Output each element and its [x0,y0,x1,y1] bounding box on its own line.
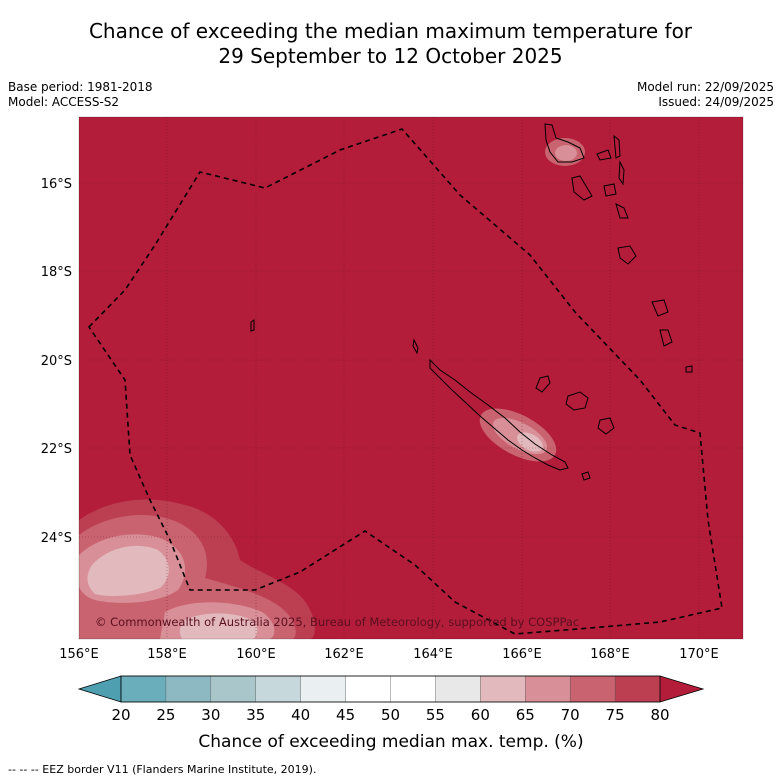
belep-islands [412,338,419,355]
map-frame [78,116,744,640]
colorbar-tick-label: 40 [291,706,310,724]
anomaly-region-50 [179,613,258,639]
pentecost-island [618,160,625,186]
colorbar-segment [165,675,212,703]
erromango-island [651,299,669,317]
colorbar-tick-label: 65 [516,706,535,724]
maewo-island [613,134,621,159]
colorbar-high-arrow [659,675,705,703]
lon-label: 158°E [147,647,187,662]
anomaly-region-55 [87,545,169,596]
colorbar-tick-label: 25 [156,706,175,724]
lat-label: 18°S [41,265,72,280]
base-period: Base period: 1981-2018 [8,80,153,94]
colorbar-title: Chance of exceeding median max. temp. (%… [198,732,583,752]
efate-island [617,245,637,265]
lon-label: 170°E [679,647,719,662]
latitude-labels: 16°S 18°S 20°S 22°S 24°S [41,177,72,546]
espiritu-santo-island [544,123,585,163]
colorbar-tick-label: 50 [381,706,400,724]
colorbar-segment [210,675,257,703]
title-line-1: Chance of exceeding the median maximum t… [88,19,693,43]
lon-label: 166°E [502,647,542,662]
colorbar-low-arrow [77,675,122,703]
mare-island [597,417,615,435]
colorbar-tick-label: 75 [606,706,625,724]
colorbar-tick-label: 70 [561,706,580,724]
aneityum-island [685,365,693,373]
longitude-labels: 156°E 158°E 160°E 162°E 164°E 166°E 168°… [59,647,719,662]
colorbar-segment [255,675,302,703]
lon-label: 162°E [324,647,364,662]
colorbar-tick-label: 80 [650,706,669,724]
lon-label: 156°E [59,647,99,662]
new-caledonia-coast [429,358,569,471]
ouvea-island [535,375,551,393]
issued-date: Issued: 24/09/2025 [658,95,774,109]
epi-island [615,203,629,219]
copyright-notice: © Commonwealth of Australia 2025, Bureau… [95,615,579,629]
lat-label: 24°S [41,531,72,546]
colorbar-tick-label: 45 [336,706,355,724]
colorbar-tick-label: 60 [471,706,490,724]
malekula-island [571,175,593,201]
lon-label: 168°E [590,647,630,662]
colorbar-tick-label: 30 [201,706,220,724]
colorbar-segment [390,675,436,703]
colorbar-tick-label: 20 [111,706,130,724]
chesterfield-islet [250,319,255,332]
colorbar-tick-label: 55 [426,706,445,724]
colorbar-segment [480,675,526,703]
colorbar-segment [569,675,616,703]
anomaly-vanuatu-inner [555,145,577,161]
colorbar-segment [345,675,392,703]
gridlines [79,117,743,639]
lon-label: 164°E [413,647,453,662]
colorbar-segment [614,675,661,703]
ambrym-island [603,183,617,197]
colorbar-segment [525,675,571,703]
colorbar-outline [120,675,661,703]
ambae-island [596,149,612,161]
eez-legend: -- -- -- EEZ border V11 (Flanders Marine… [8,763,317,776]
colorbar: 20 25 30 35 40 45 50 55 60 65 70 75 80 Chance of exc… [77,675,705,752]
title-line-2: 29 September to 12 October 2025 [218,44,563,68]
lat-label: 22°S [41,442,72,457]
colorbar-segment [300,675,347,703]
colorbar-segment [435,675,481,703]
lifou-island [565,391,589,411]
lon-label: 160°E [236,647,276,662]
lat-label: 16°S [41,177,72,192]
colorbar-segment [120,675,167,703]
eez-border [87,128,723,635]
anomaly-new-caledonia-inner [517,432,543,452]
colorbar-tick-label: 35 [246,706,265,724]
isle-of-pines [581,471,591,481]
model-run: Model run: 22/09/2025 [636,80,774,94]
model-name: Model: ACCESS-S2 [8,95,120,109]
lat-label: 20°S [41,354,72,369]
tanna-island [659,329,673,347]
